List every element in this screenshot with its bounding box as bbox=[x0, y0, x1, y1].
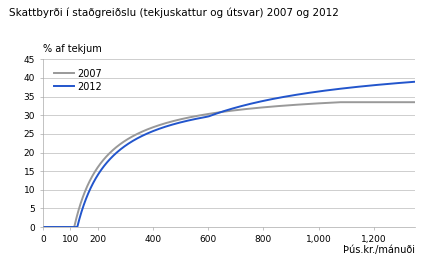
Legend: 2007, 2012: 2007, 2012 bbox=[51, 66, 105, 95]
Text: Þús.kr./mánuði: Þús.kr./mánuði bbox=[343, 245, 415, 255]
Line: 2012: 2012 bbox=[43, 82, 415, 227]
2012 bbox=[413, 80, 418, 83]
2012 bbox=[105, 160, 110, 164]
2007 bbox=[405, 101, 410, 104]
2012 bbox=[40, 225, 45, 229]
2007 bbox=[105, 154, 110, 157]
2007 bbox=[83, 189, 88, 192]
2007 bbox=[413, 101, 418, 104]
2012 bbox=[405, 81, 410, 84]
2007 bbox=[40, 225, 45, 229]
2012 bbox=[365, 84, 370, 87]
Text: % af tekjum: % af tekjum bbox=[43, 44, 101, 54]
2007 bbox=[338, 101, 343, 104]
2007 bbox=[365, 101, 370, 104]
2007 bbox=[199, 114, 204, 117]
2012 bbox=[199, 116, 204, 119]
2012 bbox=[83, 199, 88, 202]
2007 bbox=[183, 117, 188, 120]
Text: Skattbyrði í staðgreiðslu (tekjuskattur og útsvar) 2007 og 2012: Skattbyrði í staðgreiðslu (tekjuskattur … bbox=[9, 7, 339, 18]
2012 bbox=[183, 120, 188, 123]
Line: 2007: 2007 bbox=[43, 102, 415, 227]
